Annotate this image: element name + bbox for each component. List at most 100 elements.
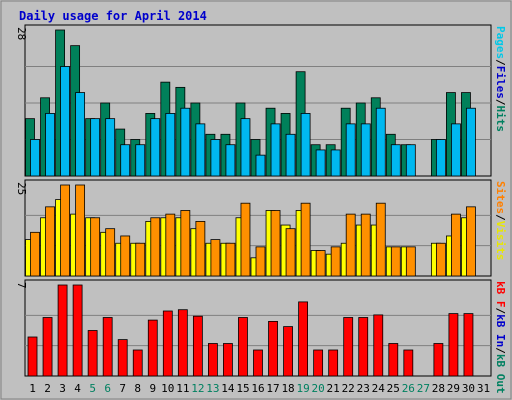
x-tick-label: 19 [296,382,309,395]
bar [105,118,116,177]
bar [42,317,53,377]
bar [60,184,70,277]
bar [120,144,131,177]
bar [255,154,266,177]
axis-label-part: Hits [494,106,507,133]
axis-label-part: kB F [494,281,507,308]
x-tick-label: 28 [432,382,445,395]
series-hits [25,29,471,177]
bar [102,317,113,377]
bar [192,315,203,377]
bar [208,343,218,377]
bar [328,349,339,377]
bar [162,310,173,377]
bar [283,326,293,377]
bar [150,217,161,277]
axis-label-part: kB In [494,314,507,347]
bar [405,246,416,277]
x-tick-label: 4 [74,382,81,395]
bar [240,202,251,277]
bar [405,144,416,177]
bar [135,242,146,277]
axis-label-part: Sites [494,181,507,214]
bar [403,349,414,377]
bar [285,133,296,177]
panel-visits-sites: 25 Sites/Visits [15,179,507,277]
bar [358,317,369,377]
x-tick-label: 1 [29,382,36,395]
x-tick-label: 17 [266,382,279,395]
chart-title: Daily usage for April 2014 [19,9,207,23]
bar [360,213,371,277]
x-axis-labels: 1 2 3 4 5 6 7 8 9 10 11 12 13 14 15 16 17 18 19 20 21 22 23 24 2… [29,382,490,395]
bar [57,284,68,377]
bar [87,330,98,377]
bar [195,220,206,277]
bar [451,213,461,277]
bar [270,123,281,177]
bar [75,92,86,177]
bar [180,210,191,277]
x-tick-label: 27 [417,382,430,395]
x-tick-label: 26 [402,382,415,395]
series-pages [30,66,476,177]
bar [30,139,40,177]
bar [238,317,248,377]
bar [315,250,326,277]
x-tick-label: 2 [44,382,51,395]
y-max-label: 25 [15,182,28,195]
bar [225,242,236,277]
axis-label-part: Pages [494,26,507,59]
x-tick-label: 3 [59,382,66,395]
axis-label-part: / [494,99,507,106]
bar [135,144,146,177]
bar [45,206,55,277]
bar [435,139,446,177]
x-tick-label: 7 [119,382,126,395]
bar [466,206,476,277]
y-max-label: 28 [15,27,28,40]
bar [463,313,474,377]
axis-label-part: / [494,347,507,354]
bar [373,314,384,377]
bar [435,242,446,277]
axis-label-part: Visits [494,221,507,261]
x-tick-label: 25 [387,382,400,395]
bar [223,343,233,377]
panel-axis-label: kB F/kB In/kB Out [494,281,507,394]
panel-kbytes: 7 kB F/kB In/kB Out [15,279,507,394]
axis-label-part: / [494,59,507,66]
axis-label-part: Files [494,66,507,99]
bar [117,339,128,377]
bar [90,217,101,277]
bar [390,144,401,177]
bar [345,123,356,177]
bar [255,246,266,277]
bar [448,313,459,377]
series-kb-f [27,284,474,377]
bar [375,202,386,277]
panel-axis-label: Sites/Visits [494,181,507,261]
bar [72,284,83,377]
panel-hits-files-pages: 28 Pages/Files/Hits [15,24,507,177]
bar [210,239,221,277]
bar [433,343,444,377]
x-tick-label: 11 [176,382,189,395]
bar [75,184,86,277]
x-tick-label: 22 [342,382,355,395]
axis-label-part: / [494,308,507,315]
bar [300,113,311,177]
bar [298,301,308,377]
bar [390,246,401,277]
bar [210,139,221,177]
x-tick-label: 14 [221,382,235,395]
x-tick-label: 10 [161,382,174,395]
bar [120,235,131,277]
bar [300,202,311,277]
bar [270,210,281,277]
x-tick-label: 5 [89,382,96,395]
axis-label-part: kB Out [494,354,507,394]
bar [330,149,341,177]
